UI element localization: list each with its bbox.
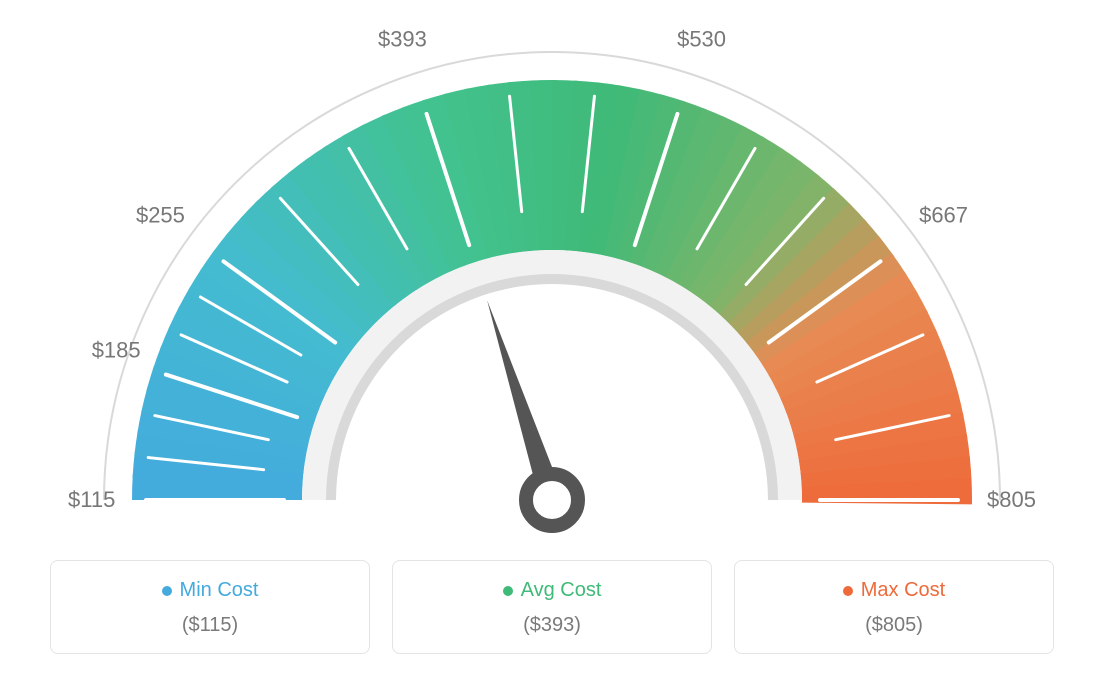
legend-dot-icon bbox=[843, 586, 853, 596]
legend-card-max: Max Cost ($805) bbox=[734, 560, 1054, 654]
legend-label-text: Avg Cost bbox=[521, 579, 602, 602]
legend-value-avg: ($393) bbox=[403, 614, 701, 637]
gauge-tick-label: $255 bbox=[136, 203, 185, 228]
legend-row: Min Cost ($115) Avg Cost ($393) Max Cost ($80… bbox=[0, 560, 1104, 654]
legend-value-max: ($805) bbox=[745, 614, 1043, 637]
gauge-tick-label: $393 bbox=[378, 27, 427, 52]
legend-label-text: Max Cost bbox=[861, 579, 945, 602]
gauge-needle-hub bbox=[526, 474, 578, 526]
legend-label-max: Max Cost bbox=[843, 579, 945, 602]
gauge-tick-label: $185 bbox=[92, 337, 141, 362]
legend-label-min: Min Cost bbox=[162, 579, 259, 602]
gauge-svg: $115 $185 $255 $393 $530 $667 $805 bbox=[0, 0, 1104, 560]
legend-value-min: ($115) bbox=[61, 614, 359, 637]
gauge-tick-label: $805 bbox=[987, 487, 1036, 512]
legend-dot-icon bbox=[503, 586, 513, 596]
legend-label-text: Min Cost bbox=[180, 579, 259, 602]
legend-label-avg: Avg Cost bbox=[503, 579, 602, 602]
cost-gauge-chart: $115 $185 $255 $393 $530 $667 $805 bbox=[0, 0, 1104, 560]
legend-card-avg: Avg Cost ($393) bbox=[392, 560, 712, 654]
gauge-tick-label: $530 bbox=[677, 27, 726, 52]
legend-card-min: Min Cost ($115) bbox=[50, 560, 370, 654]
gauge-tick-label: $115 bbox=[68, 487, 115, 512]
gauge-tick-label: $667 bbox=[919, 203, 968, 228]
legend-dot-icon bbox=[162, 586, 172, 596]
